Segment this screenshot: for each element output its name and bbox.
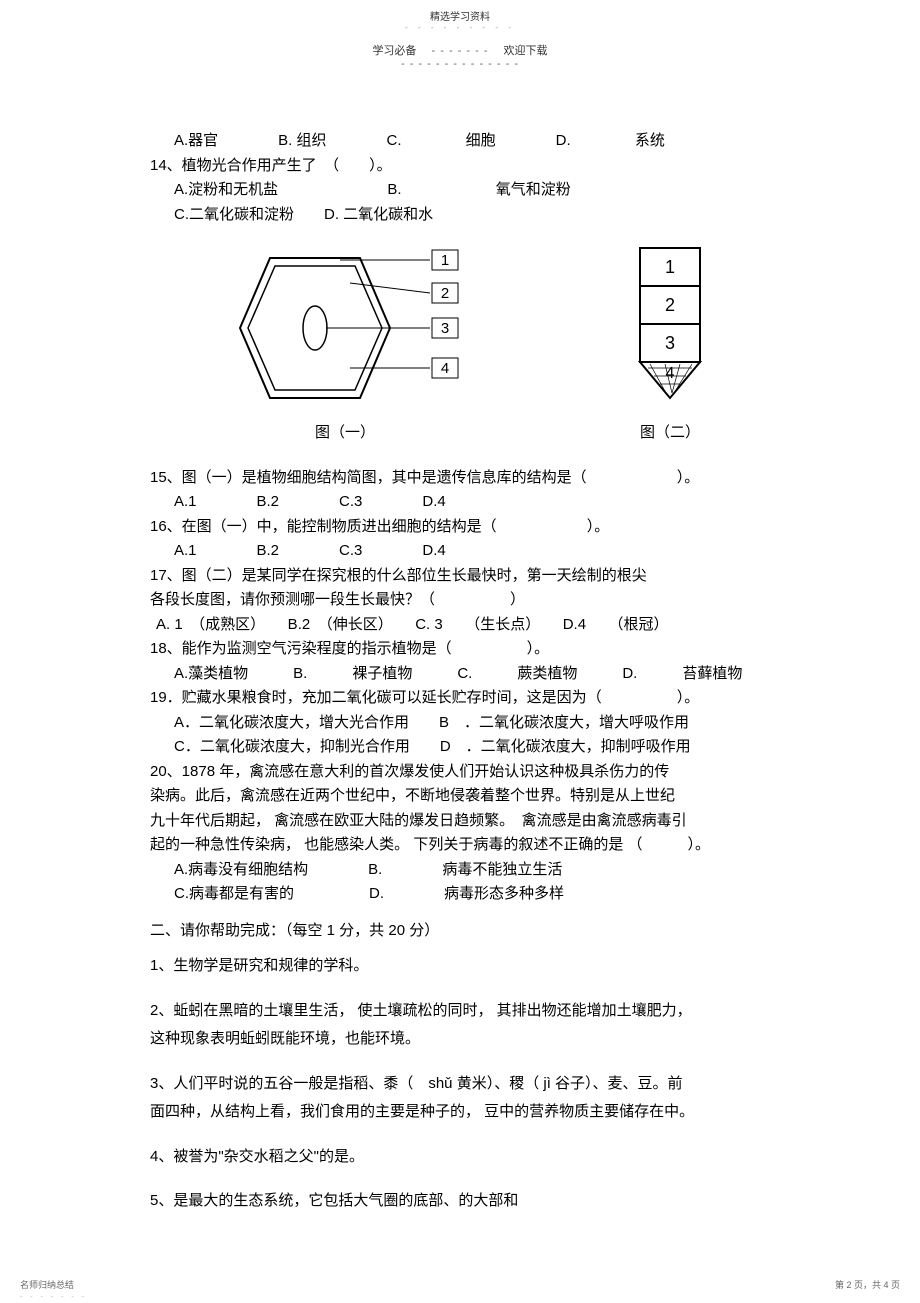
fig1-num2: 2 — [441, 285, 449, 302]
section2-header: 二、请你帮助完成：（每空 1 分，共 20 分） — [150, 920, 800, 943]
q19-opts-ab: A．二氧化碳浓度大，增大光合作用 B ．二氧化碳浓度大，增大呼吸作用 — [174, 712, 800, 735]
s2-q1: 1、生物学是研究和规律的学科。 — [150, 952, 800, 981]
q15-opts: A.1 B.2 C.3 D.4 — [174, 491, 800, 514]
fig1-num1: 1 — [441, 252, 449, 269]
q14-optA: A.淀粉和无机盐 — [174, 181, 278, 198]
q20-l1: 20、1878 年，禽流感在意大利的首次爆发使人们开始认识这种极具杀伤力的传 — [150, 761, 800, 784]
fig1-num4: 4 — [441, 360, 449, 377]
fig1-label: 图（一） — [220, 422, 470, 445]
top-header: 精选学习资料 — [0, 0, 920, 23]
figure-1-cell: 1 2 3 4 — [220, 238, 470, 418]
footer-right: 第 2 页，共 4 页 — [835, 1278, 900, 1291]
content-area: A.器官 B. 组织 C. 细胞 D. 系统 14、植物光合作用产生了 （ ）。… — [0, 70, 920, 1216]
q16-text: 16、在图（一）中，能控制物质进出细胞的结构是（ ）。 — [150, 516, 800, 539]
q20-l2: 染病。此后，禽流感在近两个世纪中，不断地侵袭着整个世界。特别是从上世纪 — [150, 785, 800, 808]
s2-q3b: 面四种，从结构上看，我们食用的主要是种子的， 豆中的营养物质主要储存在中。 — [150, 1103, 694, 1120]
q15-text: 15、图（一）是植物细胞结构简图，其中是遗传信息库的结构是（ ）。 — [150, 467, 800, 490]
q14-optB: B. — [387, 181, 401, 198]
s2-q2a: 2、蚯蚓在黑暗的土壤里生活， 使土壤疏松的同时， 其排出物还能增加土壤肥力， — [150, 1002, 692, 1019]
dash-line: - - - - - - - — [420, 45, 501, 57]
s2-q3: 3、人们平时说的五谷一般是指稻、黍（ shǔ 黄米）、稷（ jì 谷子）、麦、豆… — [150, 1070, 800, 1127]
fig1-num3: 3 — [441, 320, 449, 337]
q18-text: 18、能作为监测空气污染程度的指示植物是（ ）。 — [150, 638, 800, 661]
s2-q2b: 这种现象表明蚯蚓既能环境，也能环境。 — [150, 1030, 420, 1047]
sub-left: 学习必备 — [372, 45, 416, 57]
sub-right: 欢迎下载 — [504, 45, 548, 57]
footer-dots-left: - - - - - - - — [20, 1294, 87, 1301]
q20-l4: 起的一种急性传染病， 也能感染人类。 下列关于病毒的叙述不正确的是 （ ）。 — [150, 834, 800, 857]
q14-opts-cd: C.二氧化碳和淀粉 D. 二氧化碳和水 — [174, 204, 800, 227]
diagrams-row: 1 2 3 4 图（一） 1 2 3 — [150, 238, 800, 445]
top-dots: - - - - - - - - - — [0, 23, 920, 32]
fig2-num4: 4 — [666, 365, 675, 382]
q17-opts: A. 1 （成熟区） B.2 （伸长区） C. 3 （生长点） D.4 （根冠） — [156, 614, 800, 637]
q20-opts-cd: C.病毒都是有害的 D. 病毒形态多种多样 — [174, 883, 800, 906]
s2-q3a: 3、人们平时说的五谷一般是指稻、黍（ shǔ 黄米）、稷（ jì 谷子）、麦、豆… — [150, 1075, 683, 1092]
fig2-num1: 1 — [665, 257, 675, 277]
q20-opts-ab: A.病毒没有细胞结构 B. 病毒不能独立生活 — [174, 859, 800, 882]
s2-q2: 2、蚯蚓在黑暗的土壤里生活， 使土壤疏松的同时， 其排出物还能增加土壤肥力， 这… — [150, 997, 800, 1054]
figure-2-wrap: 1 2 3 4 图（二） — [610, 238, 730, 445]
q13-options: A.器官 B. 组织 C. 细胞 D. 系统 — [174, 130, 800, 153]
figure-2-root: 1 2 3 4 — [610, 238, 730, 418]
footer-left: 名师归纳总结 — [20, 1278, 74, 1291]
q14-opts-ab: A.淀粉和无机盐 B. 氧气和淀粉 — [174, 179, 800, 202]
q19-opts-cd: C．二氧化碳浓度大，抑制光合作用 D ．二氧化碳浓度大，抑制呼吸作用 — [174, 736, 800, 759]
q14-text: 14、植物光合作用产生了 （ ）。 — [150, 155, 800, 178]
q18-opts: A.藻类植物 B. 裸子植物 C. 蕨类植物 D. 苔藓植物 — [174, 663, 800, 686]
q17-text2: 各段长度图，请你预测哪一段生长最快？（ ） — [150, 589, 800, 612]
q20-l3: 九十年代后期起， 禽流感在欧亚大陆的爆发日趋频繁。 禽流感是由禽流感病毒引 — [150, 810, 800, 833]
s2-q4: 4、被誉为"杂交水稻之父"的是。 — [150, 1143, 800, 1172]
s2-q5: 5、是最大的生态系统，它包括大气圈的底部、的大部和 — [150, 1187, 800, 1216]
q14-optB-text: 氧气和淀粉 — [496, 181, 571, 198]
q19-text: 19．贮藏水果粮食时，充加二氧化碳可以延长贮存时间，这是因为（ ）。 — [150, 687, 800, 710]
fig2-label: 图（二） — [610, 422, 730, 445]
dash-line2: - - - - - - - - - - - - - - — [401, 58, 519, 70]
q17-text: 17、图（二）是某同学在探究根的什么部位生长最快时，第一天绘制的根尖 — [150, 565, 800, 588]
fig2-num2: 2 — [665, 295, 675, 315]
q16-opts: A.1 B.2 C.3 D.4 — [174, 540, 800, 563]
sub-header: 学习必备 - - - - - - - 欢迎下载 - - - - - - - - … — [0, 42, 920, 70]
figure-1-wrap: 1 2 3 4 图（一） — [220, 238, 470, 445]
fig2-num3: 3 — [665, 333, 675, 353]
